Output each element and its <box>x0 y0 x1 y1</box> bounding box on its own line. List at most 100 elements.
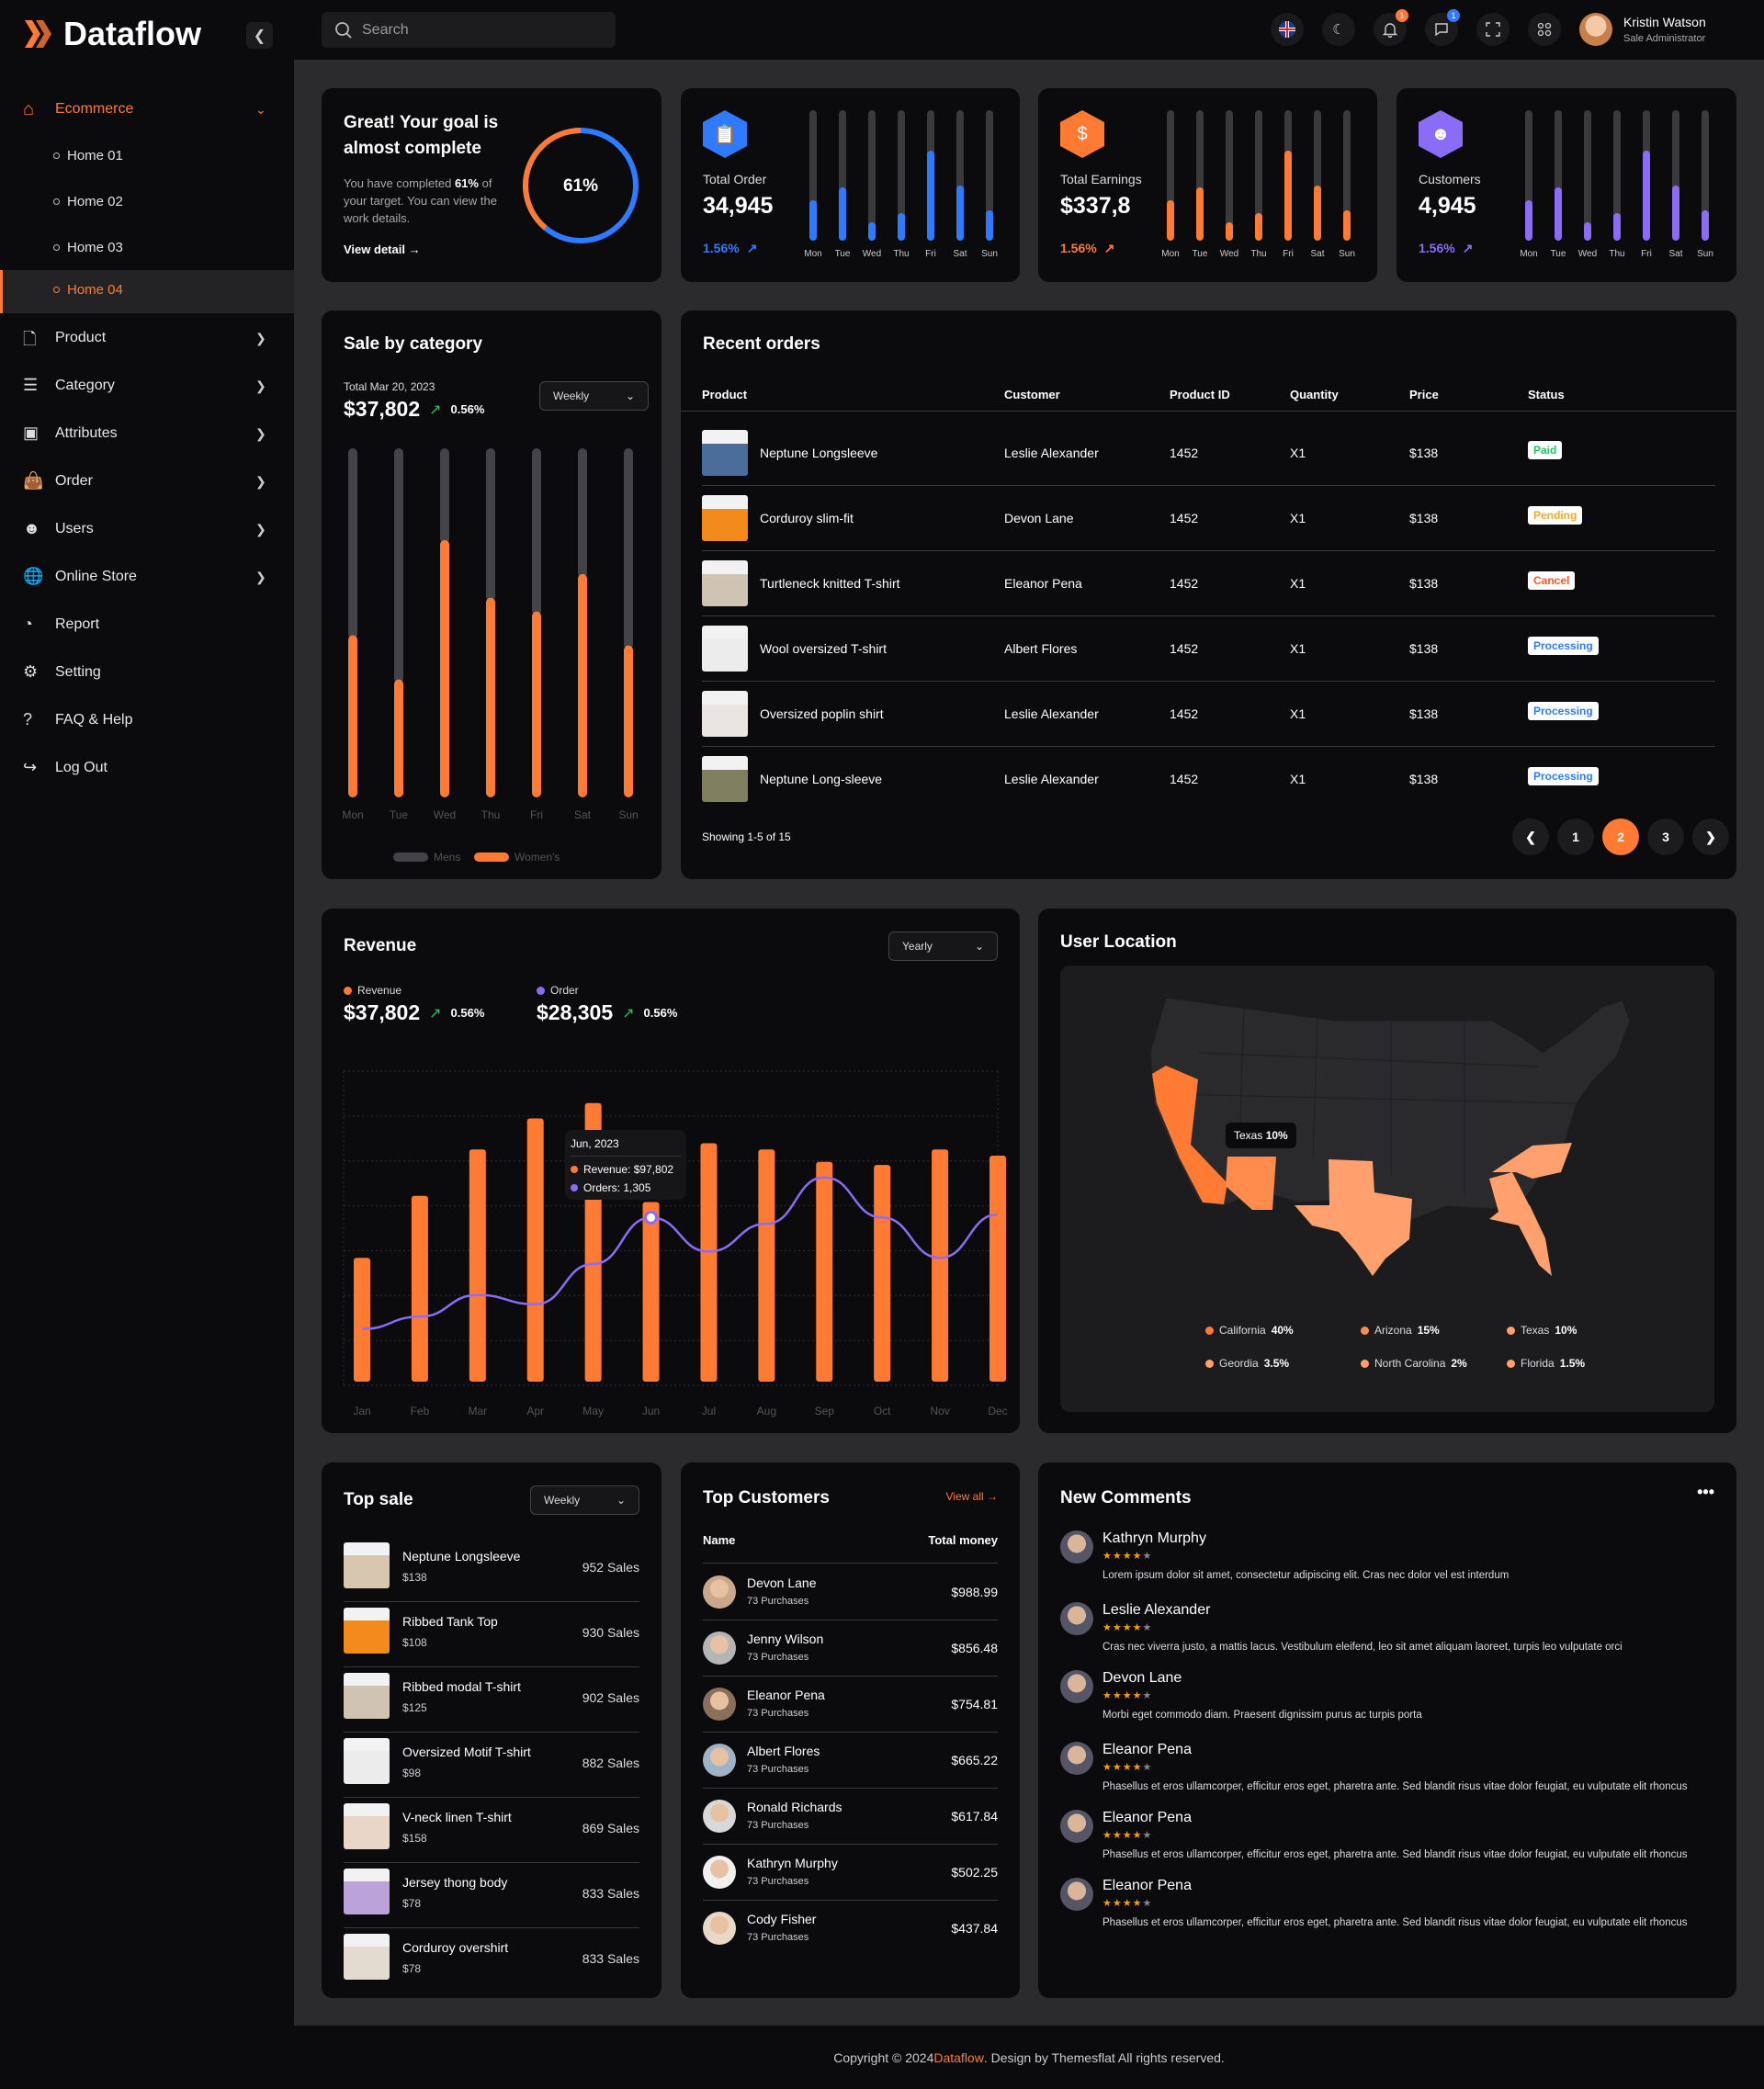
brand-name: Dataflow <box>63 15 202 52</box>
stat-bar-sat <box>1672 110 1679 241</box>
page-button-3[interactable]: 3 <box>1647 819 1684 855</box>
row-divider <box>702 550 1715 551</box>
cell-price: $138 <box>1409 772 1439 786</box>
top-sale-item[interactable]: Oversized Motif T-shirt $98 882 Sales <box>344 1733 639 1798</box>
top-sale-item[interactable]: V-neck linen T-shirt $158 869 Sales <box>344 1798 639 1863</box>
customer-row[interactable]: Ronald Richards 73 Purchases $617.84 <box>703 1789 998 1845</box>
location-legend-item: Geordia 3.5% <box>1205 1357 1289 1370</box>
top-sale-item[interactable]: Jersey thong body $78 833 Sales <box>344 1863 639 1928</box>
product-thumbnail <box>702 626 748 672</box>
sidebar-subitem-home-01[interactable]: Home 01 <box>53 148 123 164</box>
customer-row[interactable]: Devon Lane 73 Purchases $988.99 <box>703 1564 998 1620</box>
customer-row[interactable]: Cody Fisher 73 Purchases $437.84 <box>703 1901 998 1957</box>
state-florida <box>1489 1205 1552 1276</box>
period-dropdown[interactable]: Weekly ⌄ <box>530 1485 639 1515</box>
sidebar-subitem-home-02[interactable]: Home 02 <box>53 194 123 209</box>
collapse-sidebar-button[interactable]: ❮ <box>246 22 273 49</box>
stat-bar-sat <box>956 110 964 241</box>
stat-bar-wed <box>868 110 876 241</box>
stat-bar-fill <box>956 186 964 241</box>
cell-id: 1452 <box>1170 446 1199 460</box>
table-row[interactable]: Corduroy slim-fit Devon Lane 1452 X1 $138 Pen… <box>681 486 1736 551</box>
footer-brand-link[interactable]: Dataflow <box>933 2049 984 2065</box>
product-price: $78 <box>402 1962 422 1975</box>
table-row[interactable]: Wool oversized T-shirt Albert Flores 1452 X… <box>681 616 1736 682</box>
card-title: Top Customers <box>703 1488 830 1507</box>
next-page-button[interactable]: ❯ <box>1692 819 1729 855</box>
revenue-bar-oct <box>874 1165 891 1382</box>
top-sale-item[interactable]: Ribbed Tank Top $108 930 Sales <box>344 1602 639 1667</box>
cell-id: 1452 <box>1170 511 1199 525</box>
apps-button[interactable] <box>1528 13 1561 46</box>
table-row[interactable]: Neptune Longsleeve Leslie Alexander 1452 X1… <box>681 421 1736 486</box>
fullscreen-button[interactable] <box>1476 13 1510 46</box>
highlight-point[interactable] <box>644 1210 659 1225</box>
sidebar-item-log-out[interactable]: ↪ Log Out <box>23 758 107 776</box>
product-name: Ribbed modal T-shirt <box>402 1679 521 1694</box>
card-title: New Comments <box>1060 1488 1192 1507</box>
user-name: Kristin Watson <box>1623 15 1706 29</box>
bullet-icon <box>53 198 60 205</box>
x-tick-label: Mon <box>342 808 363 821</box>
stat-card-total-earnings: $ Total Earnings $337,8 1.56% ↗ Mon Tue Wed Thu F… <box>1038 88 1377 282</box>
revenue-bar-nov <box>932 1149 949 1382</box>
footer: Copyright © 2024 Dataflow. Design by The… <box>294 2026 1764 2089</box>
period-dropdown[interactable]: Weekly ⌄ <box>539 381 649 411</box>
language-button[interactable] <box>1271 13 1304 46</box>
legend-dot <box>1507 1326 1515 1335</box>
comment-text: Lorem ipsum dolor sit amet, consectetur … <box>1102 1570 1510 1581</box>
messages-button[interactable]: 1 <box>1425 9 1460 46</box>
page-button-1[interactable]: 1 <box>1557 819 1594 855</box>
sidebar-item-setting[interactable]: ⚙ Setting <box>23 662 101 681</box>
day-label: Sun <box>1697 249 1713 259</box>
sidebar-item-category[interactable]: ☰ Category ❯ <box>23 376 266 394</box>
customer-row[interactable]: Kathryn Murphy 73 Purchases $502.25 <box>703 1845 998 1901</box>
view-detail-link[interactable]: View detail → <box>344 243 421 256</box>
table-row[interactable]: Turtleneck knitted T-shirt Eleanor Pena 14… <box>681 551 1736 616</box>
top-sale-item[interactable]: Neptune Longsleeve $138 952 Sales <box>344 1537 639 1602</box>
notifications-button[interactable]: 1 <box>1374 9 1408 46</box>
customer-row[interactable]: Jenny Wilson 73 Purchases $856.48 <box>703 1620 998 1677</box>
search-box[interactable] <box>322 12 616 48</box>
status-badge: Processing <box>1528 702 1599 720</box>
top-sale-item[interactable]: Corduroy overshirt $78 833 Sales <box>344 1928 639 1993</box>
more-options-button[interactable]: ••• <box>1697 1483 1714 1502</box>
commenter-name: Kathryn Murphy <box>1102 1530 1206 1546</box>
search-input[interactable] <box>362 21 592 39</box>
sidebar-item-online-store[interactable]: 🌐 Online Store ❯ <box>23 567 266 585</box>
user-menu[interactable]: Kristin Watson Sale Administrator <box>1579 13 1706 46</box>
customer-row[interactable]: Eleanor Pena 73 Purchases $754.81 <box>703 1677 998 1733</box>
total-value: $37,802 ↗ 0.56% <box>344 397 485 421</box>
legend-dot <box>1507 1359 1515 1368</box>
view-all-link[interactable]: View all → <box>945 1490 998 1503</box>
dark-mode-toggle[interactable]: ☾ <box>1322 13 1355 46</box>
sidebar-item-users[interactable]: ☻ Users ❯ <box>23 519 266 537</box>
sidebar-item-ecommerce[interactable]: ⌂ Ecommerce ⌄ <box>23 99 266 119</box>
sidebar-subitem-home-03[interactable]: Home 03 <box>53 240 123 255</box>
chevron-down-icon: ⌄ <box>625 390 635 402</box>
cell-customer: Leslie Alexander <box>1004 772 1099 786</box>
sidebar-item-faq-help[interactable]: ? FAQ & Help <box>23 710 133 728</box>
table-row[interactable]: Oversized poplin shirt Leslie Alexander 14… <box>681 682 1736 747</box>
stat-bar-fill <box>1672 186 1679 241</box>
column-header: Quantity <box>1290 388 1339 401</box>
logo[interactable]: Dataflow <box>23 15 201 53</box>
cell-price: $138 <box>1409 576 1439 591</box>
legend-value: $28,305 ↗ 0.56% <box>537 1000 678 1024</box>
sidebar-item-order[interactable]: 👜 Order ❯ <box>23 471 266 490</box>
top-sale-item[interactable]: Ribbed modal T-shirt $125 902 Sales <box>344 1667 639 1733</box>
table-row[interactable]: Neptune Long-sleeve Leslie Alexander 1452 X… <box>681 747 1736 812</box>
us-map[interactable] <box>1060 965 1714 1412</box>
goal-card: Great! Your goal is almost complete You … <box>322 88 662 282</box>
chevron-down-icon: ⌄ <box>255 101 266 117</box>
total-label: Total Mar 20, 2023 <box>344 380 435 393</box>
sidebar-item-report[interactable]: ◔ Report <box>23 615 100 633</box>
sidebar-item-attributes[interactable]: ▣ Attributes ❯ <box>23 423 266 442</box>
page-button-2[interactable]: 2 <box>1602 819 1639 855</box>
sidebar-item-product[interactable]: 🗋 Product ❯ <box>23 330 266 348</box>
sidebar-subitem-home-04[interactable]: Home 04 <box>53 282 123 298</box>
prev-page-button[interactable]: ❮ <box>1512 819 1549 855</box>
period-dropdown[interactable]: Yearly ⌄ <box>888 932 998 961</box>
customer-row[interactable]: Albert Flores 73 Purchases $665.22 <box>703 1733 998 1789</box>
card-title: Revenue <box>344 936 417 955</box>
